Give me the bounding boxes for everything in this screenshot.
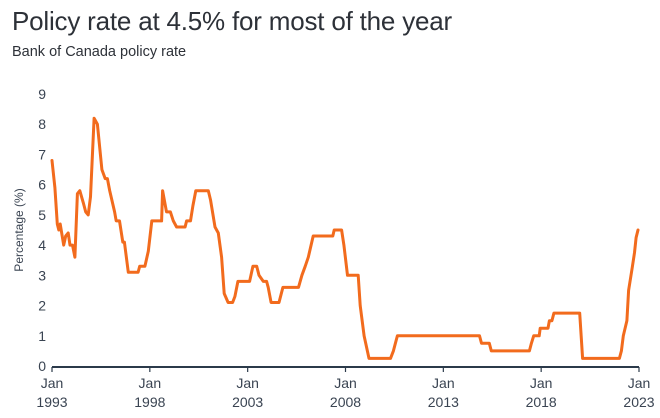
y-tick-label: 3 [38, 267, 46, 283]
y-tick-label: 8 [38, 116, 46, 132]
x-tick-label-month: Jan [334, 375, 357, 391]
x-tick-label-year: 2008 [330, 394, 361, 410]
y-tick-label: 1 [38, 328, 46, 344]
policy-rate-line [50, 116, 640, 360]
y-tick-label: 0 [38, 358, 46, 374]
chart-subtitle: Bank of Canada policy rate [12, 44, 187, 60]
y-tick-label: 9 [38, 86, 46, 102]
x-tick-label-year: 2023 [623, 394, 654, 410]
x-tick-label-year: 2013 [428, 394, 459, 410]
y-tick-label: 6 [38, 177, 46, 193]
x-tick-label-year: 1993 [36, 394, 67, 410]
y-tick-label: 5 [38, 207, 46, 223]
x-tick-label-month: Jan [139, 375, 162, 391]
y-tick-label: 2 [38, 298, 46, 314]
x-tick-label-year: 1998 [134, 394, 165, 410]
x-tick-label-month: Jan [530, 375, 553, 391]
x-tick-label-year: 2018 [526, 394, 557, 410]
x-tick-label-year: 2003 [232, 394, 263, 410]
x-tick-label-month: Jan [628, 375, 651, 391]
y-tick-label: 7 [38, 146, 46, 162]
x-tick-label-month: Jan [432, 375, 455, 391]
x-tick-label-month: Jan [236, 375, 259, 391]
x-tick-label-month: Jan [41, 375, 64, 391]
y-tick-label: 4 [38, 237, 46, 253]
chart-title: Policy rate at 4.5% for most of the year [12, 6, 452, 36]
y-axis-label: Percentage (%) [12, 188, 26, 271]
